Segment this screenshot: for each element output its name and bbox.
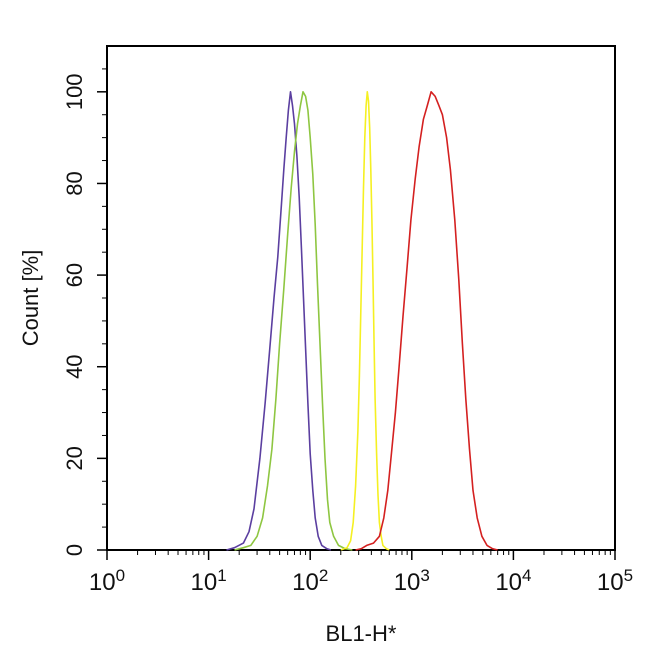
x-tick-label: 103 [394, 566, 430, 596]
x-tick-exponent: 4 [522, 566, 531, 585]
y-axis-title: Count [%] [18, 250, 43, 347]
y-tick-label: 80 [62, 171, 87, 195]
x-tick-exponent: 5 [624, 566, 633, 585]
series-line-1 [226, 91, 332, 551]
x-axis: 100 101 102 103 104 105 [89, 550, 633, 596]
series-layer [226, 91, 498, 551]
x-axis-title: BL1-H* [326, 621, 397, 646]
x-tick-exponent: 2 [319, 566, 328, 585]
x-tick-exponent: 0 [116, 566, 125, 585]
x-tick-base: 10 [89, 569, 116, 596]
x-tick-label: 100 [89, 566, 125, 596]
x-tick-base: 10 [495, 569, 522, 596]
x-tick-label: 102 [292, 566, 328, 596]
x-tick-exponent: 1 [217, 566, 226, 585]
series-line-3 [340, 91, 390, 551]
x-tick-label: 104 [495, 566, 531, 596]
y-tick-label: 20 [62, 446, 87, 470]
x-tick-base: 10 [597, 569, 624, 596]
x-tick-label: 101 [191, 566, 227, 596]
x-tick-base: 10 [394, 569, 421, 596]
x-tick-label: 105 [597, 566, 633, 596]
y-axis: 0 20 40 60 80 100 [62, 68, 107, 556]
series-line-4 [355, 91, 498, 551]
y-tick-label: 0 [62, 544, 87, 556]
series-line-2 [234, 91, 353, 551]
y-tick-label: 60 [62, 263, 87, 287]
x-tick-exponent: 3 [420, 566, 429, 585]
y-tick-label: 100 [62, 73, 87, 110]
x-tick-base: 10 [292, 569, 319, 596]
x-tick-base: 10 [191, 569, 218, 596]
y-tick-label: 40 [62, 354, 87, 378]
